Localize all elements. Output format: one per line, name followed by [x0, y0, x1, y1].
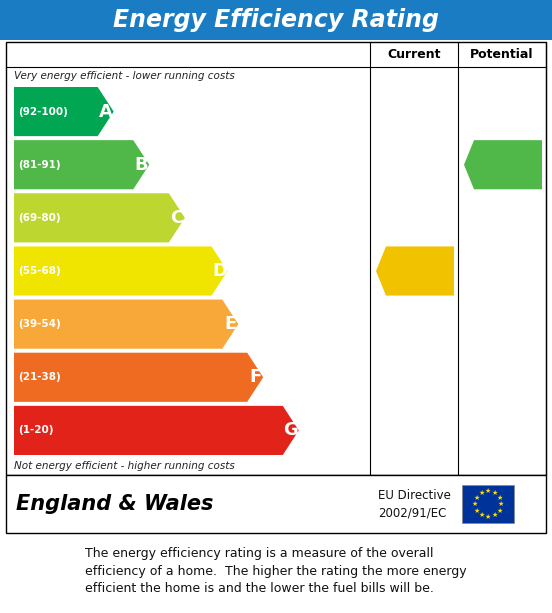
Text: D: D — [212, 262, 227, 280]
Text: C: C — [170, 209, 183, 227]
Text: EU Directive
2002/91/EC: EU Directive 2002/91/EC — [378, 489, 451, 519]
Text: ★: ★ — [496, 495, 502, 500]
Polygon shape — [14, 246, 227, 295]
Polygon shape — [376, 246, 454, 295]
Text: ★: ★ — [474, 495, 480, 500]
Text: ★: ★ — [496, 508, 502, 514]
Text: (55-68): (55-68) — [18, 266, 61, 276]
Bar — [6, 475, 546, 533]
Text: F: F — [249, 368, 261, 386]
Text: (39-54): (39-54) — [18, 319, 61, 329]
Text: A: A — [99, 102, 113, 121]
Text: Current: Current — [388, 48, 440, 61]
Text: ★: ★ — [491, 512, 497, 518]
Text: ★: ★ — [491, 490, 497, 496]
Text: ★: ★ — [485, 514, 491, 520]
Text: Potential: Potential — [470, 48, 534, 61]
Polygon shape — [14, 300, 238, 349]
Text: (81-91): (81-91) — [18, 160, 61, 170]
Text: ★: ★ — [485, 488, 491, 494]
Bar — [462, 485, 514, 523]
Text: (21-38): (21-38) — [18, 372, 61, 383]
Polygon shape — [14, 352, 263, 402]
Text: ★: ★ — [474, 508, 480, 514]
Text: ★: ★ — [479, 512, 485, 518]
Text: Not energy efficient - higher running costs: Not energy efficient - higher running co… — [14, 461, 235, 471]
Polygon shape — [14, 140, 149, 189]
Text: (69-80): (69-80) — [18, 213, 61, 223]
Polygon shape — [464, 140, 542, 189]
Bar — [0, 0, 552, 40]
Text: ★: ★ — [479, 490, 485, 496]
Text: E: E — [224, 315, 236, 333]
Polygon shape — [14, 193, 185, 242]
Text: The energy efficiency rating is a measure of the overall
efficiency of a home.  : The energy efficiency rating is a measur… — [85, 547, 467, 595]
Text: England & Wales: England & Wales — [16, 494, 214, 514]
Text: Energy Efficiency Rating: Energy Efficiency Rating — [113, 8, 439, 32]
Text: B: B — [135, 156, 148, 173]
Polygon shape — [14, 87, 114, 136]
Text: G: G — [283, 421, 298, 440]
Bar — [6, 42, 546, 475]
Text: Very energy efficient - lower running costs: Very energy efficient - lower running co… — [14, 71, 235, 81]
Text: ★: ★ — [472, 501, 478, 507]
Polygon shape — [14, 406, 299, 455]
Text: 63: 63 — [406, 262, 431, 280]
Text: (92-100): (92-100) — [18, 107, 68, 116]
Text: (1-20): (1-20) — [18, 425, 54, 435]
Text: ★: ★ — [498, 501, 504, 507]
Text: 85: 85 — [493, 156, 518, 173]
